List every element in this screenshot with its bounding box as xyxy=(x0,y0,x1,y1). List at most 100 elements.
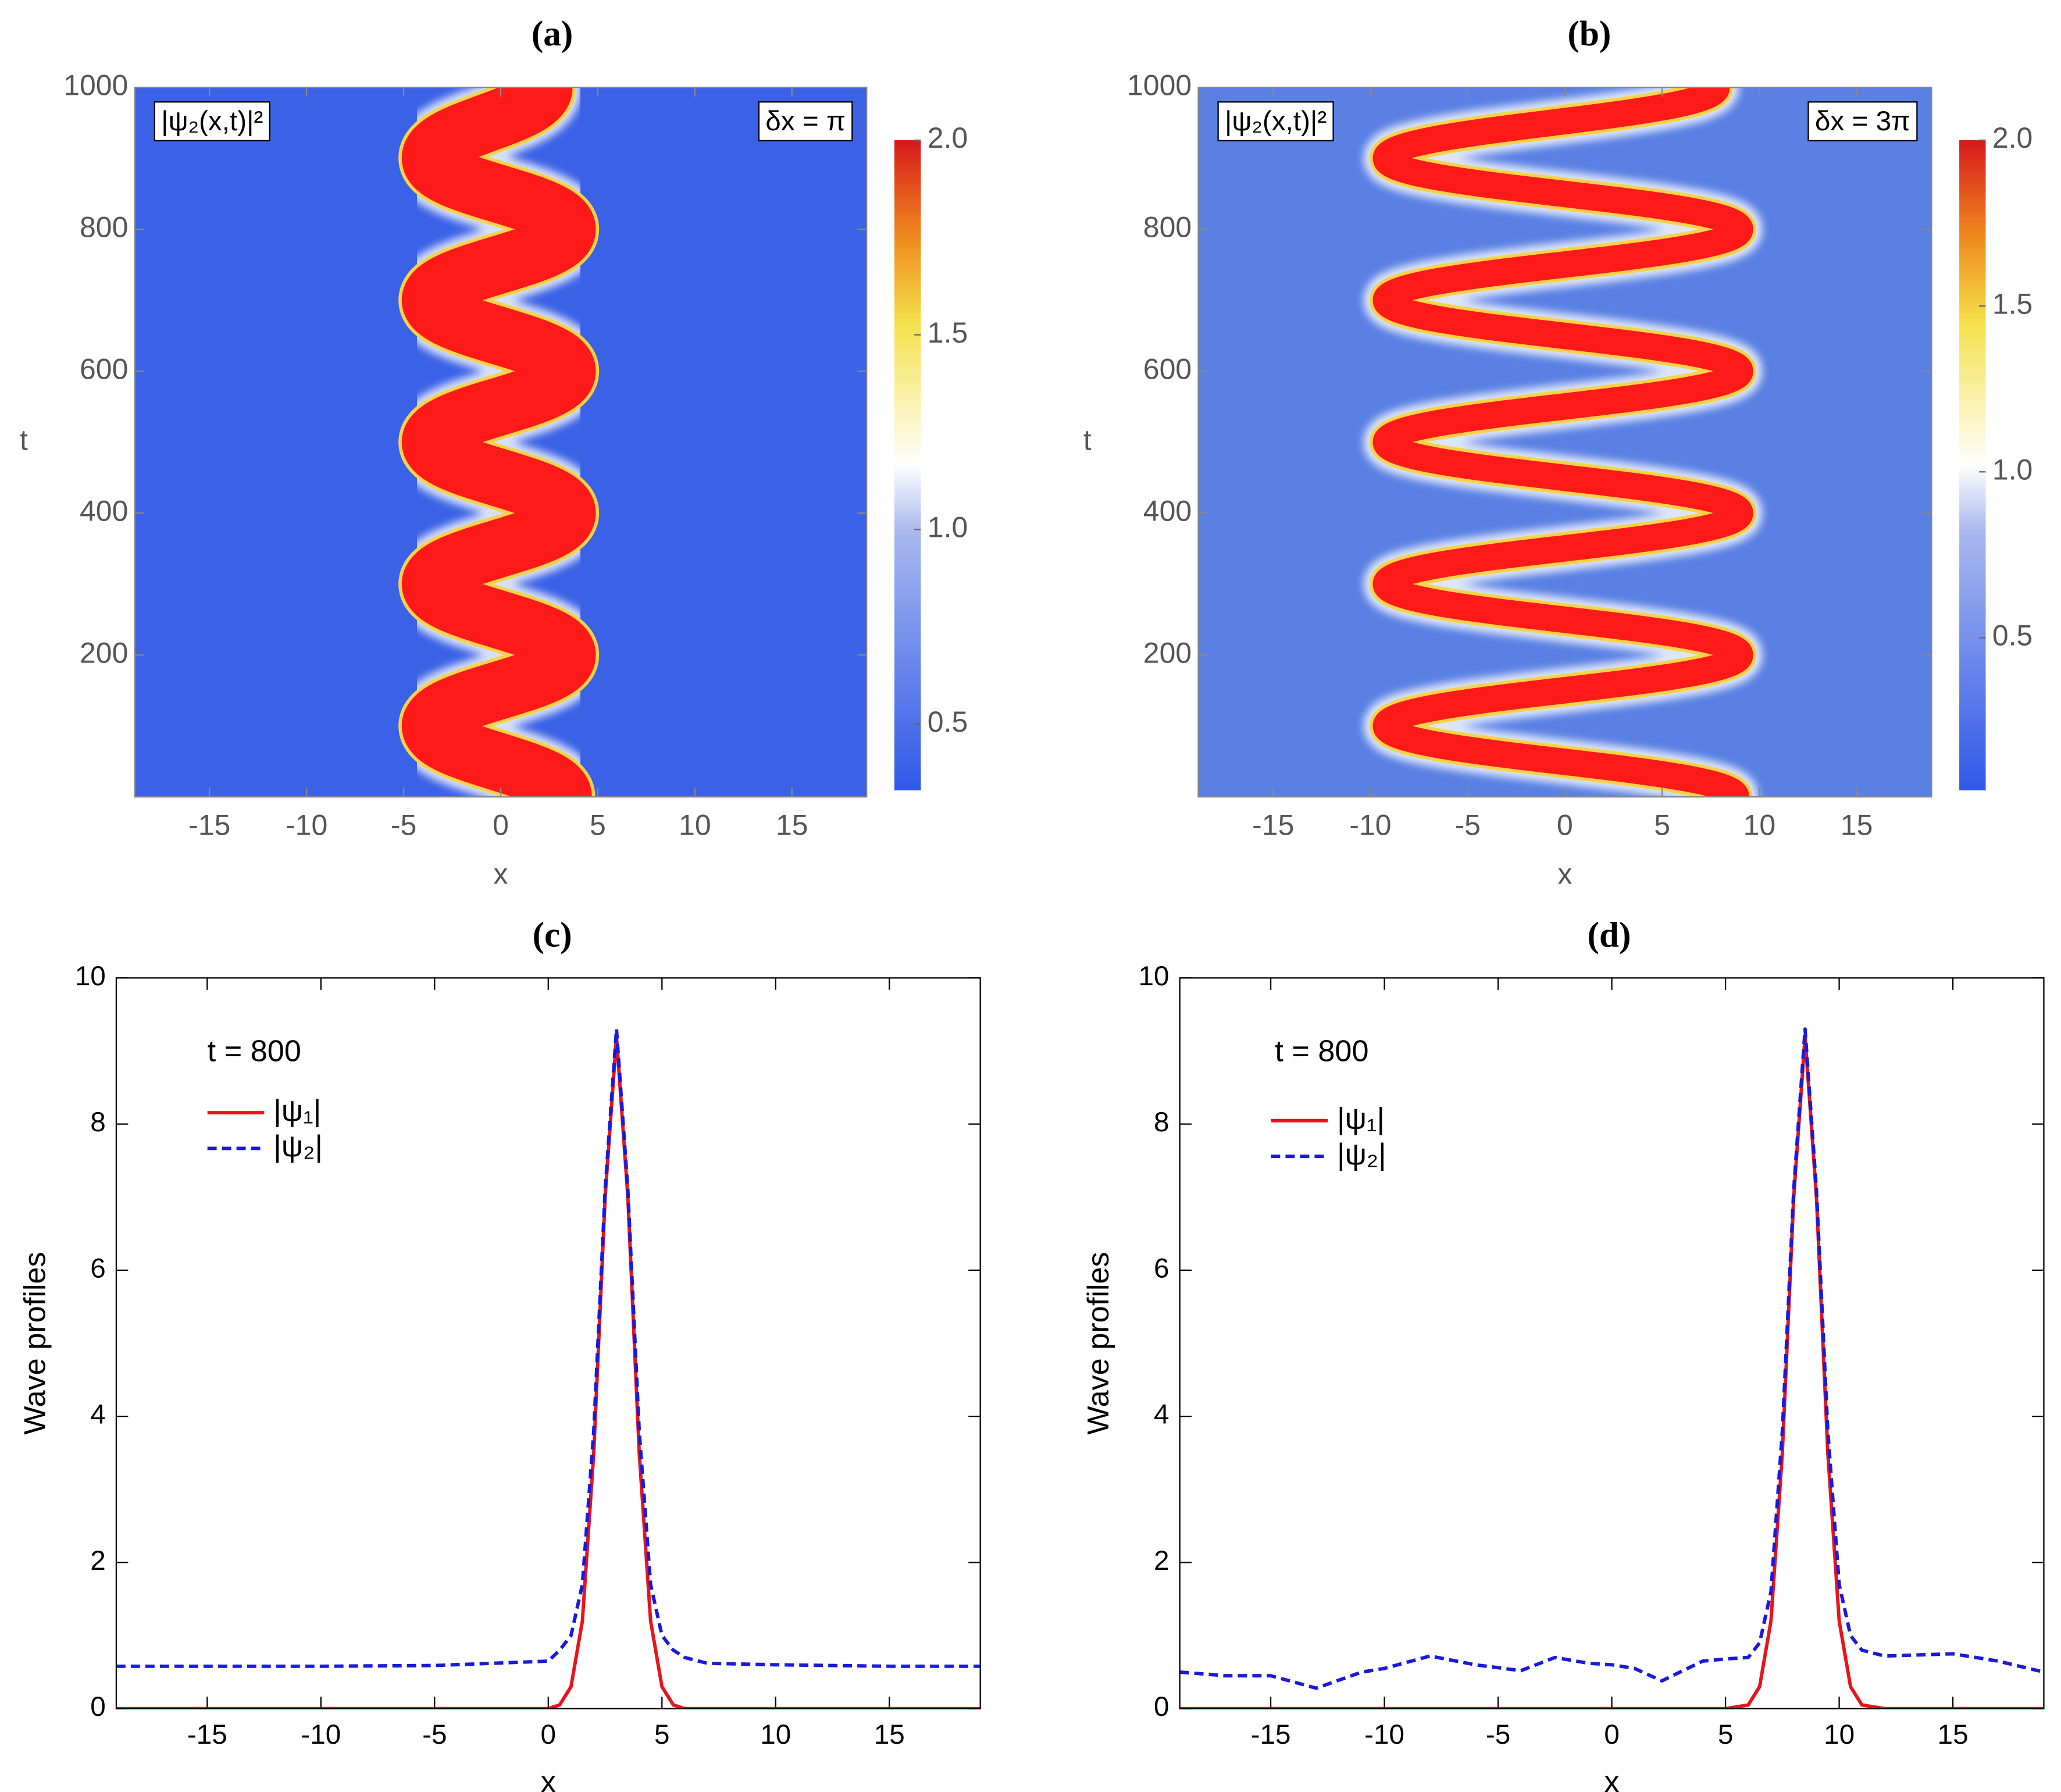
x-tick-label: 15 xyxy=(1841,809,1873,842)
y-tick-label: 6 xyxy=(90,1253,106,1284)
y-axis-label: t xyxy=(1083,423,1092,456)
inset-annotation: δx = 3π xyxy=(1815,106,1910,137)
colorbar-tick-label: 1.5 xyxy=(928,316,968,349)
inset-label: |ψ₂(x,t)|² xyxy=(161,106,263,137)
x-axis-label: x xyxy=(541,1765,556,1792)
plot-frame xyxy=(1179,977,2045,1709)
x-tick-label: -15 xyxy=(1252,809,1294,842)
ridge xyxy=(1372,87,1753,797)
panel-title: (b) xyxy=(1567,14,1611,54)
y-tick-label: 2 xyxy=(90,1545,106,1576)
inset-label-box xyxy=(1217,101,1334,142)
y-tick-label: 800 xyxy=(1143,211,1192,243)
y-tick-label: 600 xyxy=(80,352,128,385)
y-tick-label: 10 xyxy=(1138,961,1169,992)
series-line xyxy=(116,1027,980,1668)
annotation: t = 800 xyxy=(1275,1035,1368,1068)
inset-annotation: δx = π xyxy=(765,106,846,137)
x-tick-label: -10 xyxy=(1364,1719,1404,1750)
colorbar-tick-label: 1.0 xyxy=(1992,454,2033,486)
colorbar-tick-label: 2.0 xyxy=(1992,122,2033,154)
x-tick-label: -5 xyxy=(391,809,416,842)
x-tick-label: 10 xyxy=(1824,1719,1855,1750)
colorbar xyxy=(894,140,921,790)
series-line xyxy=(116,1034,980,1709)
y-tick-label: 6 xyxy=(1154,1253,1169,1284)
y-tick-label: 1000 xyxy=(1127,69,1192,101)
colorbar-tick-label: 1.5 xyxy=(1992,287,2033,320)
series-line xyxy=(1179,1034,2044,1709)
x-axis-label: x xyxy=(494,858,508,890)
y-tick-label: 200 xyxy=(1143,636,1192,669)
x-tick-label: -10 xyxy=(286,809,327,842)
x-tick-label: 15 xyxy=(1938,1719,1969,1750)
x-tick-label: 15 xyxy=(776,809,808,842)
series-line xyxy=(1179,1027,2044,1690)
y-axis-label: Wave profiles xyxy=(1082,1252,1115,1435)
legend-label: |ψ₁| xyxy=(1337,1102,1385,1136)
x-tick-label: -15 xyxy=(187,1719,227,1750)
y-tick-label: 8 xyxy=(1154,1107,1169,1138)
ridge xyxy=(401,87,596,797)
colorbar-tick-label: 0.5 xyxy=(928,706,968,738)
inset-label: |ψ₂(x,t)|² xyxy=(1225,106,1327,137)
colorbar-tick-label: 2.0 xyxy=(928,122,968,154)
y-tick-label: 800 xyxy=(80,211,128,243)
y-tick-label: 1000 xyxy=(63,69,128,101)
x-tick-label: -15 xyxy=(1251,1719,1291,1750)
y-tick-label: 400 xyxy=(1143,494,1192,527)
legend-label: |ψ₂| xyxy=(1337,1138,1386,1171)
y-tick-label: 0 xyxy=(90,1691,106,1722)
y-axis-label: t xyxy=(20,423,28,456)
plot-area xyxy=(134,87,867,797)
y-tick-label: 10 xyxy=(75,961,106,992)
x-tick-label: 10 xyxy=(679,809,711,842)
y-tick-label: 600 xyxy=(1143,352,1192,385)
plot-area xyxy=(1179,1027,2044,1709)
x-tick-label: -5 xyxy=(1486,1719,1510,1750)
inset-label-box xyxy=(154,101,270,142)
y-tick-label: 200 xyxy=(80,636,128,669)
colorbar-tick-label: 0.5 xyxy=(1992,619,2033,652)
inset-annotation-box xyxy=(758,101,853,142)
x-tick-label: 5 xyxy=(590,809,606,842)
plot-frame xyxy=(115,977,981,1709)
x-tick-label: 0 xyxy=(1557,809,1573,842)
x-tick-label: 0 xyxy=(1604,1719,1620,1750)
x-tick-label: -5 xyxy=(422,1719,447,1750)
colorbar-tick-label: 1.0 xyxy=(928,511,968,544)
colorbar xyxy=(1959,140,1986,790)
panel-title: (c) xyxy=(533,915,572,954)
y-tick-label: 8 xyxy=(90,1107,106,1138)
x-tick-label: -15 xyxy=(188,809,230,842)
annotation: t = 800 xyxy=(208,1035,301,1068)
y-axis-label: Wave profiles xyxy=(18,1252,52,1435)
panel-title: (a) xyxy=(532,14,573,54)
y-tick-label: 0 xyxy=(1154,1691,1169,1722)
y-tick-label: 4 xyxy=(90,1399,106,1430)
x-tick-label: -10 xyxy=(301,1719,341,1750)
x-tick-label: 10 xyxy=(760,1719,791,1750)
x-tick-label: 15 xyxy=(874,1719,905,1750)
plot-area xyxy=(1198,87,1932,797)
x-tick-label: 5 xyxy=(1654,809,1670,842)
x-tick-label: -10 xyxy=(1349,809,1391,842)
x-axis-label: x xyxy=(1557,858,1572,890)
y-tick-label: 400 xyxy=(80,494,128,527)
x-tick-label: 10 xyxy=(1743,809,1776,842)
inset-annotation-box xyxy=(1807,101,1918,142)
y-tick-label: 2 xyxy=(1154,1545,1169,1576)
plot-area xyxy=(116,1027,980,1709)
legend-label: |ψ₁| xyxy=(273,1094,321,1128)
x-tick-label: 0 xyxy=(493,809,509,842)
x-tick-label: -5 xyxy=(1455,809,1481,842)
x-tick-label: 0 xyxy=(541,1719,557,1750)
legend-label: |ψ₂| xyxy=(273,1130,323,1163)
x-tick-label: 5 xyxy=(1718,1719,1734,1750)
x-tick-label: 5 xyxy=(654,1719,670,1750)
panel-title: (d) xyxy=(1588,915,1631,954)
x-axis-label: x xyxy=(1604,1765,1620,1792)
y-tick-label: 4 xyxy=(1154,1399,1169,1430)
